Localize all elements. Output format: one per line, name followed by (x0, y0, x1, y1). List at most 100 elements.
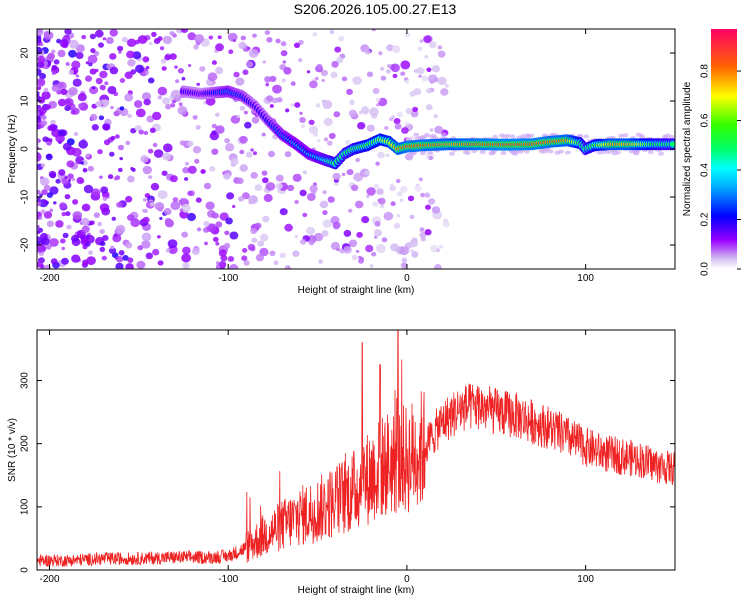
noise-speckle (40, 163, 46, 168)
noise-speckle (336, 247, 340, 252)
noise-speckle (126, 50, 135, 59)
noise-speckle (301, 124, 305, 128)
snr-frame (36, 329, 676, 571)
noise-speckle (308, 125, 318, 135)
snr-series-line (37, 330, 675, 568)
noise-speckle (225, 143, 235, 152)
snr-plot-area (37, 330, 675, 568)
noise-speckle (259, 247, 269, 257)
noise-speckle (220, 254, 228, 262)
noise-speckle (376, 188, 384, 196)
noise-speckle (98, 42, 104, 48)
noise-speckle (375, 244, 386, 253)
noise-speckle (346, 88, 353, 95)
noise-speckle (87, 165, 95, 172)
noise-speckle (146, 115, 155, 123)
noise-speckle (149, 127, 156, 133)
noise-speckle (102, 37, 107, 41)
noise-speckle (215, 66, 224, 75)
y-tick-label: 0 (20, 146, 31, 152)
noise-speckle (99, 241, 106, 247)
noise-speckle (264, 30, 271, 35)
noise-speckle (142, 198, 147, 202)
noise-speckle (115, 175, 121, 181)
noise-speckle (254, 184, 263, 191)
noise-speckle (40, 237, 50, 246)
ridge-haze (618, 133, 625, 138)
noise-speckle (174, 65, 178, 69)
noise-speckle (230, 158, 239, 166)
noise-speckle (58, 169, 66, 176)
noise-speckle (238, 41, 247, 50)
noise-speckle (43, 31, 54, 40)
noise-speckle (320, 69, 328, 77)
noise-speckle (302, 212, 308, 218)
ridge-haze (504, 133, 511, 138)
noise-speckle (95, 101, 102, 108)
noise-speckle (431, 206, 441, 214)
noise-speckle (81, 203, 91, 212)
spectrogram-x-axis-label: Height of straight line (km) (298, 285, 415, 296)
noise-speckle (37, 196, 41, 202)
noise-speckle (37, 110, 40, 116)
noise-speckle (384, 126, 389, 130)
noise-speckle (97, 149, 103, 155)
noise-speckle (401, 257, 408, 263)
noise-speckle (37, 55, 46, 64)
noise-speckle (394, 123, 402, 130)
noise-speckle (218, 249, 227, 257)
noise-speckle (191, 247, 200, 255)
noise-speckle (250, 227, 258, 235)
noise-speckle (380, 75, 387, 81)
noise-speckle (433, 77, 439, 83)
noise-speckle (111, 216, 117, 221)
noise-speckle (390, 201, 396, 207)
noise-speckle (250, 148, 254, 152)
noise-speckle (81, 34, 87, 40)
noise-speckle (433, 114, 438, 119)
noise-speckle (169, 53, 177, 60)
noise-speckle (68, 69, 75, 75)
noise-speckle (152, 142, 158, 148)
noise-speckle (50, 119, 56, 125)
ridge-haze (464, 151, 471, 155)
noise-speckle (125, 242, 133, 249)
noise-speckle (167, 239, 178, 249)
noise-speckle (162, 97, 171, 105)
y-tick-label: 10 (20, 95, 31, 107)
noise-speckle (282, 60, 287, 64)
noise-speckle (236, 114, 240, 119)
noise-speckle (164, 54, 171, 61)
noise-speckle (57, 98, 67, 107)
noise-speckle (302, 170, 308, 175)
noise-speckle (265, 83, 270, 87)
noise-speckle (62, 232, 69, 239)
noise-speckle (71, 177, 76, 182)
noise-speckle (64, 29, 72, 35)
noise-speckle (215, 125, 225, 134)
noise-speckle (45, 104, 52, 110)
noise-speckle (71, 254, 81, 263)
noise-speckle (40, 43, 44, 47)
noise-speckle (187, 212, 196, 222)
noise-speckle (369, 264, 374, 268)
noise-speckle (419, 231, 427, 239)
noise-speckle (187, 32, 197, 41)
noise-speckle (85, 75, 92, 82)
noise-speckle (409, 214, 415, 220)
noise-speckle (239, 135, 248, 144)
noise-speckle (341, 172, 346, 176)
chart-title: S206.2026.105.00.27.E13 (293, 1, 457, 17)
noise-speckle (88, 250, 93, 255)
noise-speckle (67, 178, 72, 183)
noise-speckle (395, 178, 401, 184)
noise-speckle (400, 71, 406, 76)
noise-speckle (81, 217, 90, 226)
noise-speckle (354, 200, 364, 209)
colorbar-label: Normalized spectral amplitude (682, 81, 693, 216)
noise-speckle (99, 70, 108, 79)
noise-speckle (66, 224, 72, 230)
noise-speckle (48, 124, 57, 132)
noise-speckle (72, 199, 79, 205)
noise-speckle (60, 88, 68, 96)
